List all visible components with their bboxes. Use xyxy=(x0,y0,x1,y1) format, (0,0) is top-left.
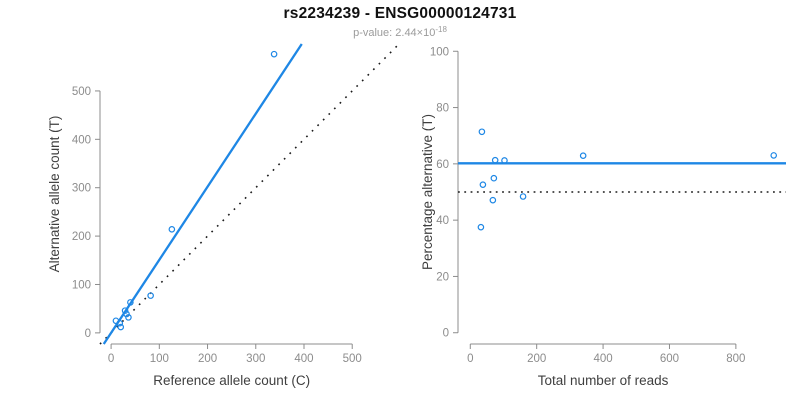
y-tick-label: 20 xyxy=(436,271,449,283)
data-point xyxy=(121,307,129,314)
data-point xyxy=(123,310,130,318)
x-tick-label: 400 xyxy=(593,353,612,365)
data-point xyxy=(519,193,527,200)
y-tick-label: 400 xyxy=(72,134,91,146)
figure-title: rs2234239 - ENSG00000124731 xyxy=(283,5,517,22)
x-axis-label: Reference allele count (C) xyxy=(153,373,310,388)
pvalue-exponent: -18 xyxy=(435,25,447,34)
x-tick-label: 800 xyxy=(726,353,745,365)
pvalue-text: p-value: 2.44×10 xyxy=(353,27,436,39)
identity-line xyxy=(99,43,400,345)
left-scatter-plot: 0 100 200 300 400 500 0 100 200 300 400 500 Referenc… xyxy=(47,43,400,388)
x-tick-label: 200 xyxy=(198,353,217,365)
data-point xyxy=(477,223,485,231)
x-tick-label: 0 xyxy=(467,353,473,365)
x-axis-label: Total number of reads xyxy=(538,373,669,388)
y-axis-label: Percentage alternative (T) xyxy=(420,114,435,270)
right-scatter-plot: 0 200 400 600 800 0 20 40 60 80 100 Total number of… xyxy=(420,46,786,388)
figure-subtitle: p-value: 2.44×10-18 xyxy=(0,25,800,39)
data-point xyxy=(125,314,132,321)
x-tick-label: 500 xyxy=(343,353,362,365)
y-tick-label: 100 xyxy=(72,279,91,291)
data-point xyxy=(478,128,486,136)
data-point xyxy=(501,157,508,164)
y-tick-label: 40 xyxy=(436,215,449,227)
fit-line xyxy=(102,43,303,345)
y-tick-label: 200 xyxy=(72,231,91,243)
data-point xyxy=(489,196,497,204)
y-tick-label: 0 xyxy=(443,328,449,340)
data-point xyxy=(479,181,487,188)
x-tick-label: 300 xyxy=(246,353,265,365)
x-tick-label: 400 xyxy=(294,353,313,365)
y-axis-label: Alternative allele count (T) xyxy=(47,116,62,273)
x-tick-label: 0 xyxy=(108,353,114,365)
data-point xyxy=(490,174,498,182)
data-point xyxy=(127,299,134,306)
data-point xyxy=(491,156,499,164)
data-point xyxy=(117,323,125,331)
y-tick-label: 60 xyxy=(436,159,449,171)
y-tick-label: 300 xyxy=(72,183,91,195)
data-point xyxy=(270,50,278,58)
x-tick-label: 100 xyxy=(150,353,169,365)
y-tick-label: 0 xyxy=(85,328,91,340)
data-point xyxy=(116,319,124,327)
data-point xyxy=(168,226,176,233)
data-point xyxy=(770,152,778,159)
y-tick-label: 100 xyxy=(430,46,449,58)
data-point xyxy=(579,152,587,159)
x-tick-label: 600 xyxy=(660,353,679,365)
y-tick-label: 80 xyxy=(436,103,449,115)
data-point xyxy=(147,292,154,299)
x-tick-label: 200 xyxy=(527,353,546,365)
y-tick-label: 500 xyxy=(72,86,91,98)
